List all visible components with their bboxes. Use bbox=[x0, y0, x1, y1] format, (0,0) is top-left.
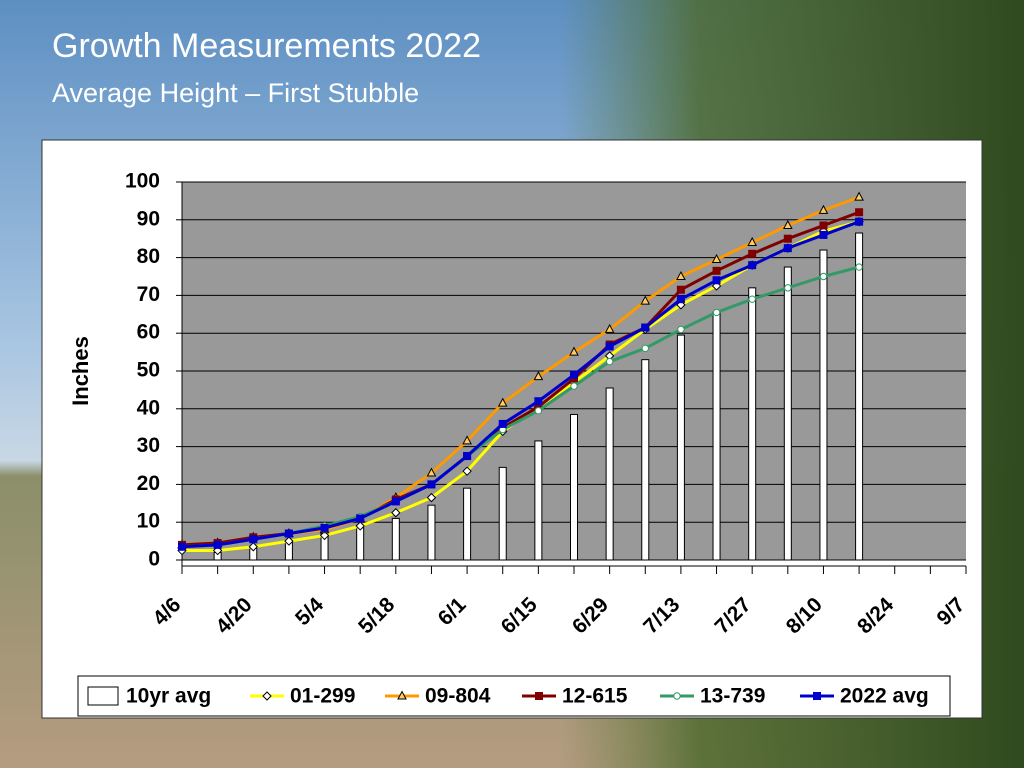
y-tick-label: 60 bbox=[137, 321, 160, 344]
y-tick-label: 30 bbox=[137, 434, 160, 457]
bar bbox=[641, 359, 650, 561]
bar bbox=[819, 249, 828, 561]
point-marker bbox=[605, 357, 614, 366]
legend-marker bbox=[813, 692, 821, 700]
point-marker bbox=[748, 249, 757, 258]
bar bbox=[712, 311, 721, 561]
point-marker bbox=[356, 514, 365, 523]
point-marker bbox=[819, 221, 828, 230]
point-marker bbox=[747, 236, 758, 246]
bar bbox=[676, 334, 685, 561]
point-marker bbox=[497, 397, 508, 407]
point-marker bbox=[641, 323, 650, 332]
legend-label: 09-804 bbox=[425, 685, 491, 708]
point-marker bbox=[284, 529, 293, 538]
point-marker bbox=[854, 191, 864, 201]
point-marker bbox=[248, 542, 258, 552]
legend-label: 10yr avg bbox=[126, 685, 211, 708]
point-marker bbox=[605, 342, 614, 351]
point-marker bbox=[213, 540, 222, 549]
point-marker bbox=[533, 371, 544, 381]
point-marker bbox=[426, 492, 437, 503]
y-tick-label: 50 bbox=[137, 359, 160, 382]
legend-swatch bbox=[87, 686, 119, 706]
bar bbox=[570, 413, 578, 561]
point-marker bbox=[427, 480, 436, 489]
point-marker bbox=[711, 253, 722, 263]
point-marker bbox=[783, 234, 792, 243]
bar bbox=[748, 287, 757, 561]
point-marker bbox=[534, 406, 543, 415]
point-marker bbox=[676, 270, 686, 280]
point-marker bbox=[712, 266, 721, 275]
point-marker bbox=[818, 204, 829, 214]
point-marker bbox=[748, 261, 757, 270]
title: Growth Measurements 2022 bbox=[52, 27, 481, 65]
legend-marker bbox=[673, 692, 681, 700]
y-tick-label: 90 bbox=[137, 207, 160, 230]
point-marker bbox=[534, 397, 543, 406]
point-marker bbox=[249, 535, 258, 544]
point-marker bbox=[463, 452, 472, 461]
legend-label: 12-615 bbox=[562, 685, 628, 708]
point-marker bbox=[819, 230, 828, 239]
point-marker bbox=[570, 370, 578, 379]
point-marker bbox=[498, 419, 507, 428]
bar bbox=[498, 466, 507, 561]
point-marker bbox=[355, 521, 365, 531]
legend-label: 13-739 bbox=[700, 685, 765, 708]
y-tick-label: 40 bbox=[137, 396, 160, 419]
legend-marker bbox=[262, 691, 272, 701]
bar bbox=[855, 232, 864, 561]
point-marker bbox=[569, 346, 579, 356]
point-marker bbox=[391, 497, 400, 506]
point-marker bbox=[782, 219, 793, 229]
legend-marker bbox=[535, 692, 543, 700]
point-marker bbox=[178, 542, 186, 551]
subtitle: Average Height – First Stubble bbox=[52, 78, 419, 108]
legend-label: 01-299 bbox=[290, 685, 355, 708]
y-tick-label: 100 bbox=[125, 170, 160, 193]
bar bbox=[356, 527, 365, 561]
point-marker bbox=[784, 284, 792, 292]
point-marker bbox=[640, 295, 651, 305]
point-marker bbox=[819, 272, 828, 281]
legend-label: 2022 avg bbox=[840, 685, 929, 708]
bar bbox=[427, 504, 436, 561]
point-marker bbox=[462, 435, 472, 445]
point-marker bbox=[855, 263, 863, 271]
bar bbox=[783, 266, 792, 561]
point-marker bbox=[320, 523, 329, 532]
legend-marker bbox=[397, 690, 407, 700]
point-marker bbox=[462, 466, 472, 476]
y-tick-label: 70 bbox=[137, 283, 160, 306]
series-line bbox=[181, 220, 860, 549]
point-marker bbox=[677, 325, 685, 334]
bar bbox=[463, 487, 472, 561]
point-marker bbox=[570, 382, 578, 390]
bar bbox=[605, 387, 614, 561]
point-marker bbox=[712, 276, 721, 285]
point-marker bbox=[855, 217, 864, 226]
y-tick-label: 20 bbox=[137, 472, 160, 495]
point-marker bbox=[319, 530, 330, 541]
point-marker bbox=[604, 323, 615, 333]
y-tick-label: 10 bbox=[137, 510, 160, 533]
point-marker bbox=[855, 208, 864, 217]
point-marker bbox=[391, 508, 401, 518]
point-marker bbox=[712, 308, 721, 317]
point-marker bbox=[676, 295, 685, 304]
point-marker bbox=[284, 536, 294, 546]
point-marker bbox=[641, 344, 649, 353]
y-tick-label: 80 bbox=[137, 245, 160, 268]
bar bbox=[534, 440, 543, 561]
point-marker bbox=[676, 285, 685, 294]
point-marker bbox=[783, 244, 792, 253]
y-tick-label: 0 bbox=[148, 548, 160, 571]
bar bbox=[391, 517, 400, 561]
point-marker bbox=[426, 467, 437, 477]
point-marker bbox=[748, 295, 756, 303]
y-axis-label: Inches bbox=[68, 336, 93, 406]
